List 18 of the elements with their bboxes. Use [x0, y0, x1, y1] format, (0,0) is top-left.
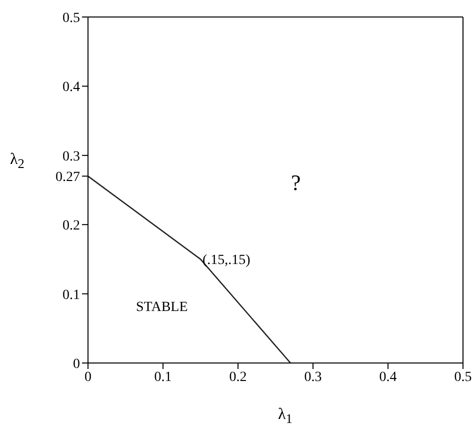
- y-tick-label: 0.27: [56, 170, 80, 186]
- x-tick-label: 0.3: [304, 370, 322, 385]
- x-tick-label: 0.1: [154, 370, 172, 385]
- y-tick-label: 0: [73, 356, 80, 372]
- y-tick-label: 0.5: [62, 10, 80, 26]
- annotation: ?: [291, 170, 301, 196]
- annotation: STABLE: [136, 300, 188, 316]
- y-tick-label: 0.3: [62, 149, 80, 164]
- y-tick-label: 0.4: [62, 80, 80, 96]
- x-tick-label: 0.5: [454, 370, 472, 385]
- x-tick-label: 0.4: [379, 370, 397, 385]
- x-tick-label: 0: [84, 370, 92, 385]
- x-axis-title: λ$_{1}$: [278, 406, 292, 426]
- annotation: (.15,.15): [202, 253, 251, 268]
- y-tick-label: 0.1: [62, 288, 80, 303]
- y-tick-label: 0.2: [62, 218, 80, 234]
- y-axis-title: λ$_{2}$: [10, 151, 24, 172]
- x-tick-label: 0.2: [229, 370, 247, 385]
